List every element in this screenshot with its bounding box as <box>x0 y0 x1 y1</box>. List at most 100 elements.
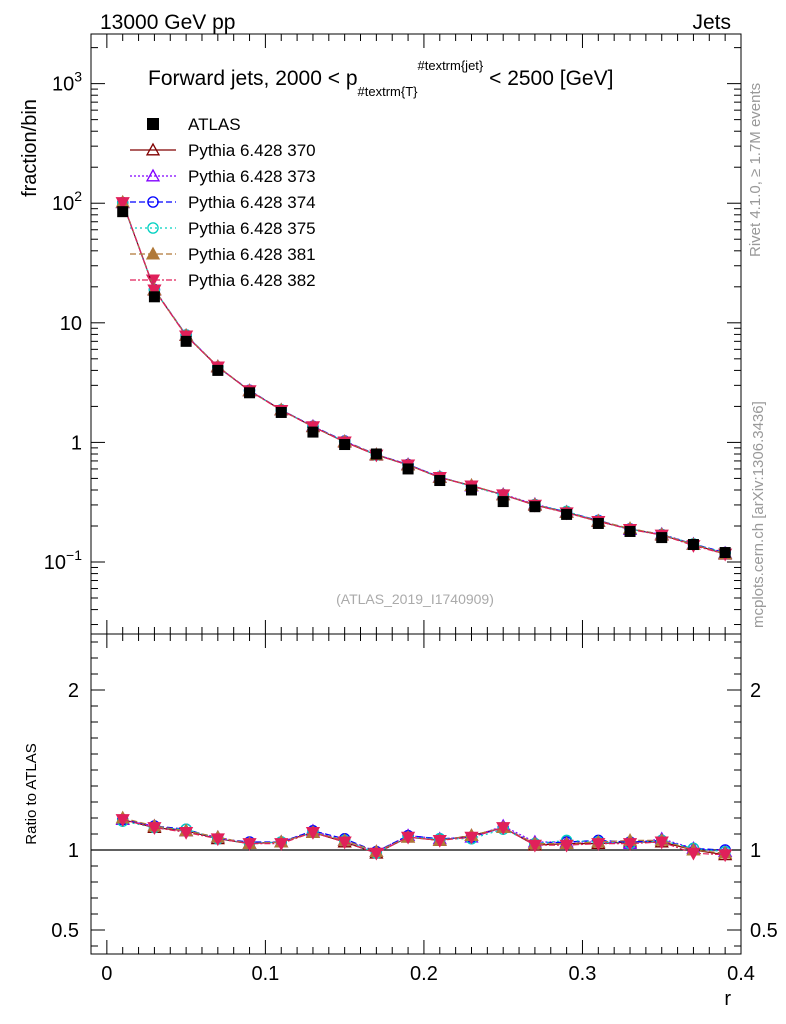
ratio-y-tick-label: 1 <box>68 840 79 862</box>
atlas-data-point <box>434 475 446 487</box>
ratio-point-5 <box>147 822 162 835</box>
series-point-5 <box>115 197 130 210</box>
ratio-point-5 <box>400 831 416 845</box>
ratio-line-5 <box>122 819 726 856</box>
legend-label-5: Pythia 6.428 382 <box>188 271 316 290</box>
tick-label-exponent: 2 <box>74 188 82 204</box>
legend-marker-4 <box>145 246 161 260</box>
title-sub: #textrm{T} <box>358 84 419 99</box>
tick-label-exponent: 3 <box>74 69 82 85</box>
legend-atlas-label: ATLAS <box>188 115 241 134</box>
x-axis-title: r <box>724 988 731 1010</box>
ratio-y-axis-title: Ratio to ATLAS <box>23 743 40 844</box>
ratio-point-5 <box>464 831 479 845</box>
atlas-data-point <box>148 291 160 303</box>
tick-label-base: 1 <box>71 432 82 454</box>
atlas-data-point <box>624 525 636 537</box>
atlas-data-point <box>656 532 668 544</box>
ratio-point-5 <box>496 822 511 835</box>
atlas-data-point <box>370 448 382 460</box>
ratio-plot-frame <box>90 633 742 955</box>
ratio-y-tick-label: 2 <box>68 680 79 702</box>
legend-marker-2 <box>147 196 159 208</box>
series-point-5 <box>496 489 511 503</box>
tick-label-base: 10 <box>44 552 66 574</box>
legend-label-4: Pythia 6.428 381 <box>188 245 316 264</box>
analysis-id-label: (ATLAS_2019_I1740909) <box>336 591 494 607</box>
main-axis-ticks <box>91 34 742 634</box>
ratio-point-5 <box>274 838 289 851</box>
atlas-data-point <box>117 206 129 218</box>
ratio-point-5 <box>115 814 130 827</box>
ratio-point-5 <box>686 847 701 861</box>
atlas-data-point <box>465 484 477 496</box>
atlas-data-point <box>529 501 541 513</box>
ratio-axis-ticks <box>91 634 742 954</box>
atlas-data-point <box>592 517 604 529</box>
atlas-data-point <box>275 406 287 418</box>
ratio-series-group <box>115 810 733 863</box>
legend-marker-0 <box>145 142 161 156</box>
tick-label-base: 10 <box>52 74 74 96</box>
legend-label-1: Pythia 6.428 373 <box>188 167 316 186</box>
x-tick-labels: 0 0.1 0.2 0.3 0.4 <box>101 963 755 985</box>
atlas-data-point <box>180 335 192 347</box>
header-left-label: 13000 GeV pp <box>100 11 235 34</box>
x-tick-label: 0.1 <box>251 963 279 985</box>
series-line-5 <box>122 202 726 555</box>
legend-marker-1 <box>145 168 161 182</box>
atlas-data-point <box>561 508 573 520</box>
legend-marker-3 <box>147 222 159 234</box>
ratio-y-tick-labels: 0.5 0.5 1 1 2 2 <box>51 680 778 942</box>
tick-label-base: 10 <box>60 313 82 335</box>
ratio-point-5 <box>210 833 225 847</box>
x-tick-label: 0.2 <box>410 963 438 985</box>
tick-label-base: 10 <box>52 193 74 215</box>
legend: ATLAS Pythia 6.428 370 Pythia 6.428 373 Pyt… <box>130 115 316 290</box>
main-series-group <box>115 194 733 562</box>
ratio-point-5 <box>527 839 543 853</box>
main-y-tick-label: 103 <box>52 69 82 96</box>
main-y-tick-label: 10−1 <box>44 547 82 574</box>
atlas-data-point <box>212 364 224 376</box>
legend-label-2: Pythia 6.428 374 <box>188 193 316 212</box>
atlas-data-point <box>719 547 731 559</box>
ratio-point-5 <box>337 836 352 850</box>
main-y-axis-title: fraction/bin <box>19 99 41 197</box>
ratio-point-5 <box>622 838 638 851</box>
ratio-point-5 <box>305 826 321 840</box>
plot-title: Forward jets, 2000 < p#textrm{T} #textrm{… <box>148 58 613 99</box>
legend-atlas-marker <box>147 118 159 130</box>
ratio-point-5 <box>179 826 194 840</box>
atlas-data-point <box>307 426 319 438</box>
ratio-point-5 <box>432 834 447 848</box>
x-tick-label: 0 <box>101 963 112 985</box>
ratio-point-5 <box>242 838 257 851</box>
main-y-tick-label: 10 <box>60 313 82 335</box>
title-pre: Forward jets, 2000 < p <box>148 67 358 90</box>
ratio-point-5 <box>718 849 733 863</box>
main-y-tick-label: 102 <box>52 188 82 215</box>
title-sup: #textrm{jet} <box>418 58 484 73</box>
ratio-point-5 <box>654 836 669 850</box>
ratio-y-tick-label-right: 2 <box>750 680 761 702</box>
tick-label-exponent: −1 <box>66 547 82 563</box>
main-y-tick-label: 1 <box>71 432 82 454</box>
ratio-line-1 <box>122 819 726 853</box>
rivet-version-label: Rivet 4.1.0, ≥ 1.7M events <box>747 83 764 257</box>
title-post: < 2500 [GeV] <box>483 67 613 90</box>
ratio-y-tick-label: 0.5 <box>51 920 79 942</box>
atlas-data-point <box>402 463 414 475</box>
x-tick-label: 0.3 <box>569 963 597 985</box>
ratio-point-5 <box>559 839 574 853</box>
atlas-data-point <box>244 387 256 399</box>
legend-label-3: Pythia 6.428 375 <box>188 219 316 238</box>
ratio-point-5 <box>591 838 606 851</box>
ratio-y-tick-label-right: 0.5 <box>750 920 778 942</box>
mcplots-label: mcplots.cern.ch [arXiv:1306.3436] <box>750 401 767 628</box>
atlas-data-point <box>339 439 351 451</box>
x-tick-label: 0.4 <box>727 963 755 985</box>
atlas-data-point <box>497 496 509 508</box>
